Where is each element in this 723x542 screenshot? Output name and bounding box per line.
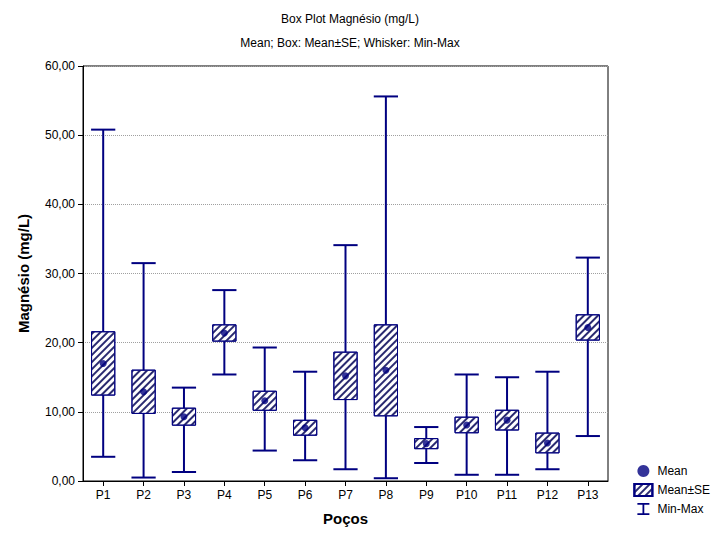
- svg-text:40,00: 40,00: [45, 197, 75, 211]
- svg-text:Poços: Poços: [323, 510, 368, 527]
- svg-text:P8: P8: [379, 488, 394, 502]
- svg-text:P11: P11: [497, 488, 518, 502]
- svg-text:P1: P1: [96, 488, 111, 502]
- svg-text:P12: P12: [537, 488, 559, 502]
- svg-text:P9: P9: [419, 488, 434, 502]
- svg-text:0,00: 0,00: [52, 474, 76, 488]
- svg-text:P6: P6: [298, 488, 313, 502]
- svg-text:P3: P3: [177, 488, 192, 502]
- svg-text:P13: P13: [577, 488, 599, 502]
- svg-text:50,00: 50,00: [45, 128, 75, 142]
- svg-text:60,00: 60,00: [45, 59, 75, 73]
- svg-text:30,00: 30,00: [45, 267, 75, 281]
- svg-text:Magnésio (mg/L): Magnésio (mg/L): [15, 214, 32, 333]
- svg-text:Min-Max: Min-Max: [657, 502, 703, 516]
- svg-text:20,00: 20,00: [45, 336, 75, 350]
- svg-text:P4: P4: [217, 488, 232, 502]
- svg-text:Mean±SE: Mean±SE: [657, 483, 710, 497]
- svg-text:10,00: 10,00: [45, 405, 75, 419]
- svg-text:P10: P10: [456, 488, 478, 502]
- svg-text:Mean: Mean: [657, 464, 687, 478]
- svg-text:P5: P5: [257, 488, 272, 502]
- svg-text:Mean; Box: Mean±SE; Whisker: M: Mean; Box: Mean±SE; Whisker: Min-Max: [240, 36, 459, 50]
- svg-text:Box Plot Magnésio (mg/L): Box Plot Magnésio (mg/L): [281, 12, 419, 26]
- svg-text:P2: P2: [136, 488, 151, 502]
- svg-text:P7: P7: [338, 488, 353, 502]
